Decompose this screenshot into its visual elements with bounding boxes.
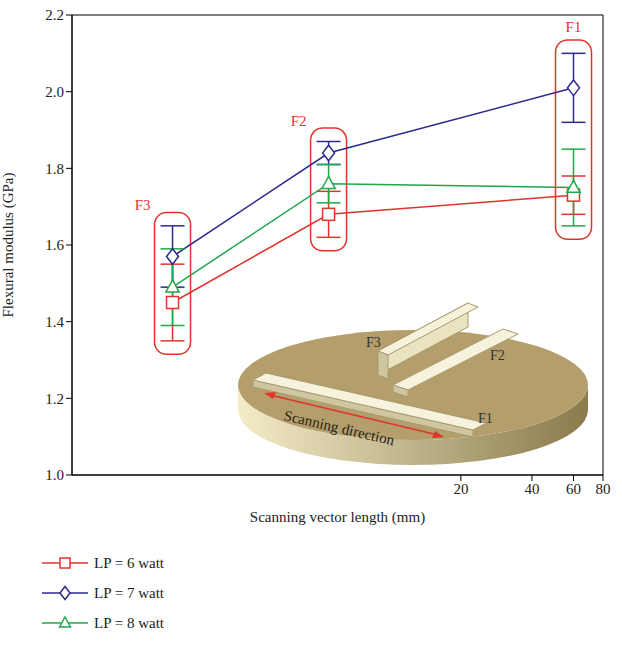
- svg-text:60: 60: [566, 481, 581, 497]
- svg-text:2.2: 2.2: [45, 7, 64, 23]
- svg-text:1.8: 1.8: [45, 161, 64, 177]
- svg-text:20: 20: [453, 481, 468, 497]
- svg-text:F2: F2: [291, 113, 307, 129]
- html-text:LP = 6 watt: LP = 6 watt: [94, 554, 164, 571]
- svg-text:80: 80: [596, 481, 611, 497]
- svg-text:F3: F3: [366, 335, 381, 350]
- svg-text:F2: F2: [490, 348, 505, 363]
- svg-text:Flexural modulus (GPa): Flexural modulus (GPa): [0, 173, 17, 318]
- svg-text:1.4: 1.4: [45, 314, 64, 330]
- svg-text:F1: F1: [566, 19, 582, 35]
- html-text:LP = 7 watt: LP = 7 watt: [94, 584, 164, 601]
- svg-text:Scanning vector length (mm): Scanning vector length (mm): [250, 509, 425, 526]
- svg-text:1.6: 1.6: [45, 237, 64, 253]
- svg-text:F3: F3: [135, 197, 151, 213]
- svg-text:2.0: 2.0: [45, 84, 64, 100]
- svg-text:1.2: 1.2: [45, 391, 64, 407]
- svg-text:Scanning direction: Scanning direction: [282, 407, 396, 448]
- svg-text:F1: F1: [478, 411, 493, 426]
- svg-text:40: 40: [524, 481, 539, 497]
- html-text:LP = 8 watt: LP = 8 watt: [94, 614, 164, 631]
- svg-text:1.0: 1.0: [45, 467, 64, 483]
